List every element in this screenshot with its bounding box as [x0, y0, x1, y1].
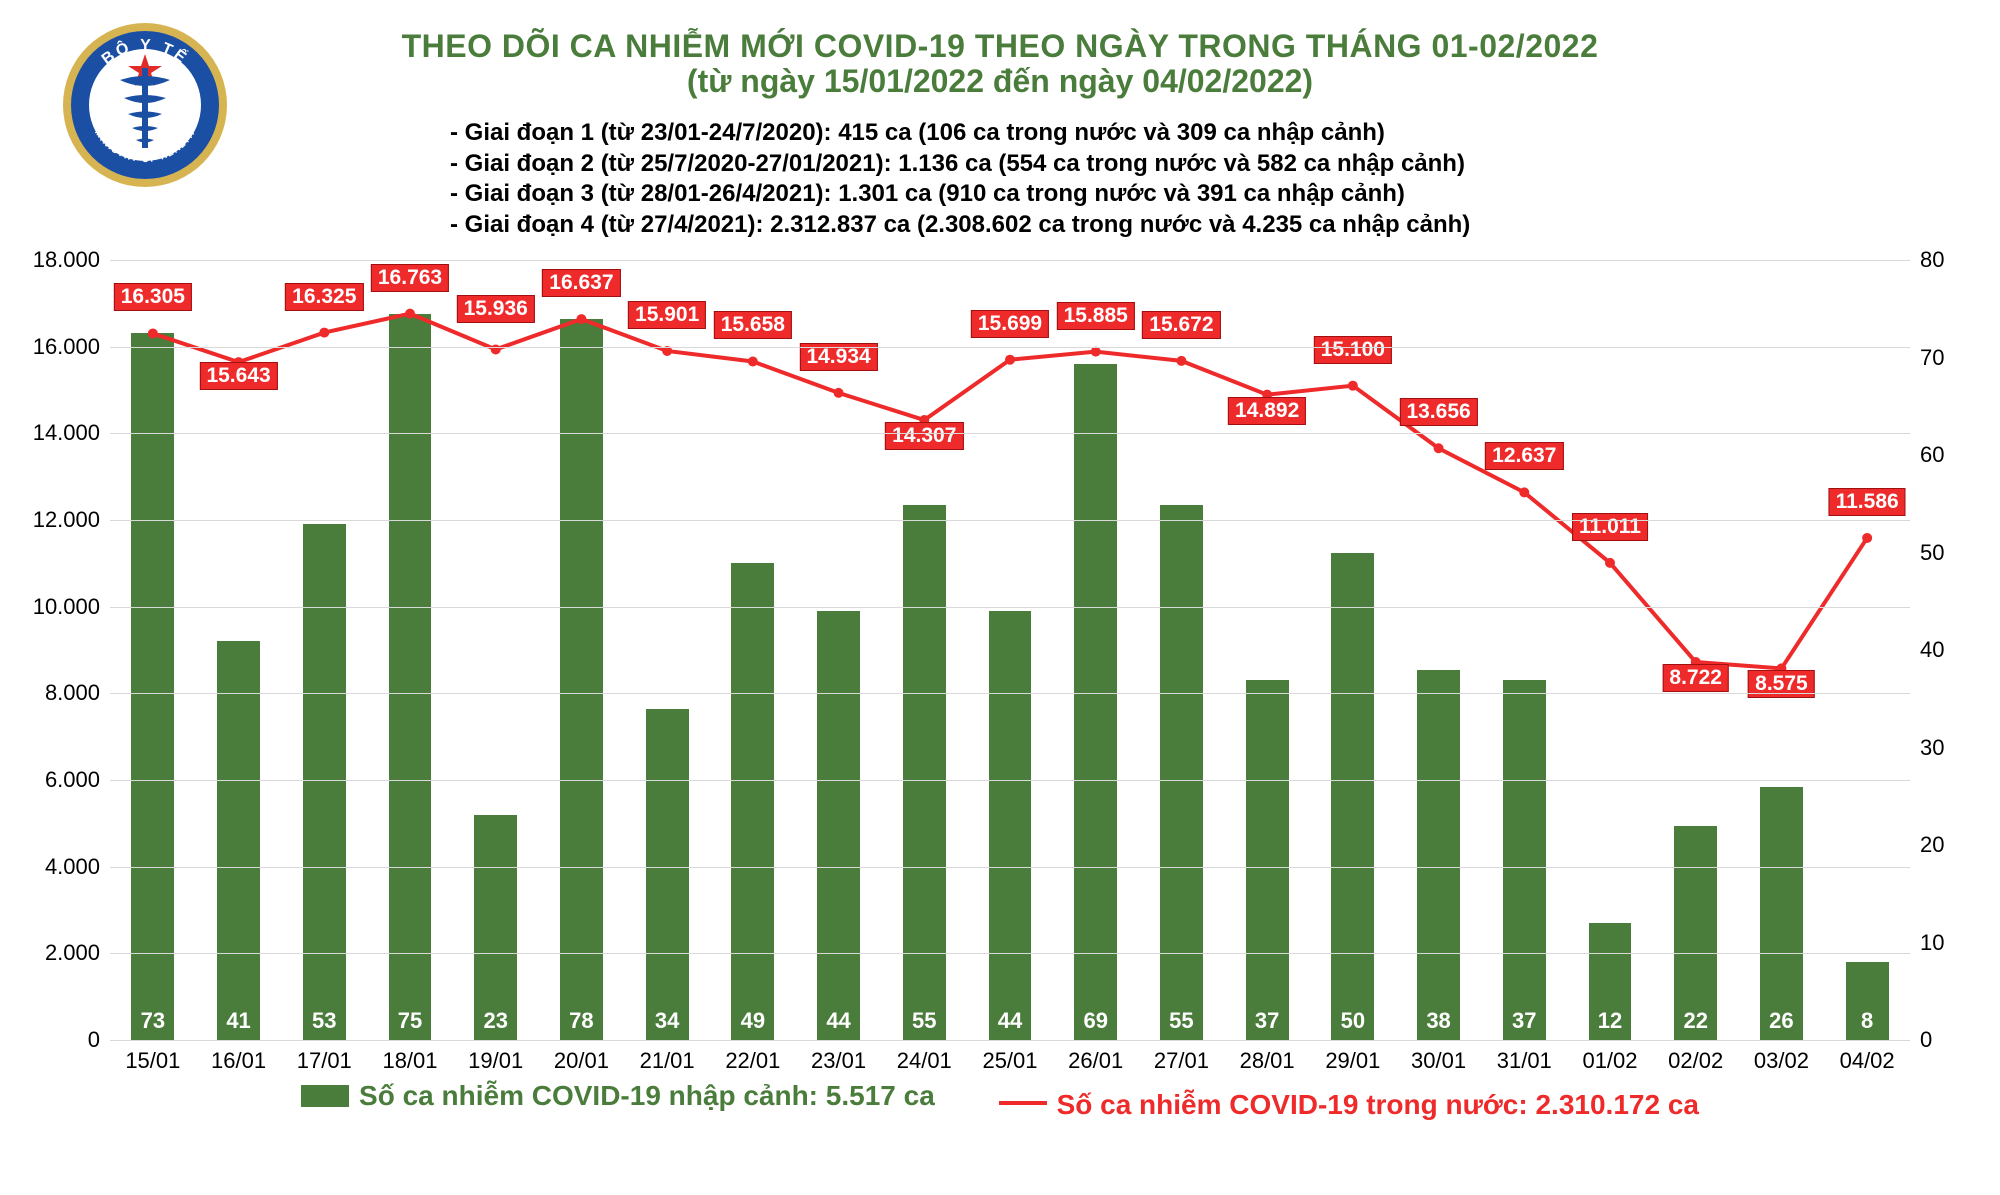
legend: Số ca nhiễm COVID-19 nhập cảnh: 5.517 ca… [0, 1080, 2000, 1121]
x-tick-label: 24/01 [881, 1048, 967, 1074]
x-tick-label: 30/01 [1396, 1048, 1482, 1074]
legend-line-text: Số ca nhiễm COVID-19 trong nước: 2.310.1… [1057, 1089, 1699, 1121]
y-left-tick: 10.000 [20, 594, 100, 620]
y-left-tick: 2.000 [20, 940, 100, 966]
gridline [110, 260, 1910, 261]
note-3: - Giai đoạn 3 (từ 28/01-26/4/2021): 1.30… [450, 179, 1470, 210]
title-line-2: (từ ngày 15/01/2022 đến ngày 04/02/2022) [0, 63, 2000, 100]
y-right-tick: 20 [1920, 832, 1980, 858]
y-left-tick: 8.000 [20, 680, 100, 706]
plot-region: 7341537523783449445544695537503837122226… [110, 260, 1910, 1040]
x-tick-label: 23/01 [796, 1048, 882, 1074]
x-tick-label: 31/01 [1481, 1048, 1567, 1074]
x-tick-label: 15/01 [110, 1048, 196, 1074]
y-right-tick: 80 [1920, 247, 1980, 273]
y-right-tick: 30 [1920, 735, 1980, 761]
y-right-tick: 60 [1920, 442, 1980, 468]
note-1: - Giai đoạn 1 (từ 23/01-24/7/2020): 415 … [450, 118, 1470, 149]
x-tick-label: 29/01 [1310, 1048, 1396, 1074]
y-right-tick: 10 [1920, 930, 1980, 956]
chart-area: 7341537523783449445544695537503837122226… [0, 250, 2000, 1130]
chart-root: BỘ Y TẾ MINISTRY OF HEALTH THEO DÕI CA N… [0, 0, 2000, 1195]
y-left-tick: 0 [20, 1027, 100, 1053]
y-right-tick: 0 [1920, 1027, 1980, 1053]
x-tick-label: 16/01 [196, 1048, 282, 1074]
x-tick-label: 18/01 [367, 1048, 453, 1074]
y-right-tick: 50 [1920, 540, 1980, 566]
x-tick-label: 01/02 [1567, 1048, 1653, 1074]
x-tick-label: 17/01 [281, 1048, 367, 1074]
gridline [110, 607, 1910, 608]
gridline [110, 1040, 1910, 1041]
title-block: THEO DÕI CA NHIỄM MỚI COVID-19 THEO NGÀY… [0, 28, 2000, 100]
x-tick-label: 19/01 [453, 1048, 539, 1074]
gridline [110, 693, 1910, 694]
x-tick-label: 27/01 [1139, 1048, 1225, 1074]
x-tick-label: 28/01 [1224, 1048, 1310, 1074]
y-left-tick: 6.000 [20, 767, 100, 793]
legend-line-item: Số ca nhiễm COVID-19 trong nước: 2.310.1… [999, 1089, 1699, 1121]
note-2: - Giai đoạn 2 (từ 25/7/2020-27/01/2021):… [450, 149, 1470, 180]
y-left-tick: 4.000 [20, 854, 100, 880]
y-left-tick: 14.000 [20, 420, 100, 446]
gridline [110, 867, 1910, 868]
x-tick-label: 03/02 [1739, 1048, 1825, 1074]
x-axis-labels: 15/0116/0117/0118/0119/0120/0121/0122/01… [110, 260, 1910, 1040]
gridline [110, 347, 1910, 348]
x-tick-label: 21/01 [624, 1048, 710, 1074]
gridline [110, 433, 1910, 434]
legend-bar-text: Số ca nhiễm COVID-19 nhập cảnh: 5.517 ca [359, 1080, 935, 1112]
title-line-1: THEO DÕI CA NHIỄM MỚI COVID-19 THEO NGÀY… [0, 28, 2000, 65]
y-left-tick: 16.000 [20, 334, 100, 360]
x-tick-label: 04/02 [1824, 1048, 1910, 1074]
x-tick-label: 26/01 [1053, 1048, 1139, 1074]
x-tick-label: 25/01 [967, 1048, 1053, 1074]
legend-bar-item: Số ca nhiễm COVID-19 nhập cảnh: 5.517 ca [301, 1080, 935, 1112]
x-tick-label: 20/01 [539, 1048, 625, 1074]
gridline [110, 953, 1910, 954]
gridline [110, 520, 1910, 521]
legend-line-swatch [999, 1101, 1047, 1105]
x-tick-label: 02/02 [1653, 1048, 1739, 1074]
gridline [110, 780, 1910, 781]
phase-notes: - Giai đoạn 1 (từ 23/01-24/7/2020): 415 … [450, 118, 1470, 241]
y-left-tick: 12.000 [20, 507, 100, 533]
legend-bar-swatch [301, 1085, 349, 1107]
note-4: - Giai đoạn 4 (từ 27/4/2021): 2.312.837 … [450, 210, 1470, 241]
x-tick-label: 22/01 [710, 1048, 796, 1074]
y-left-tick: 18.000 [20, 247, 100, 273]
y-right-tick: 40 [1920, 637, 1980, 663]
y-right-tick: 70 [1920, 345, 1980, 371]
